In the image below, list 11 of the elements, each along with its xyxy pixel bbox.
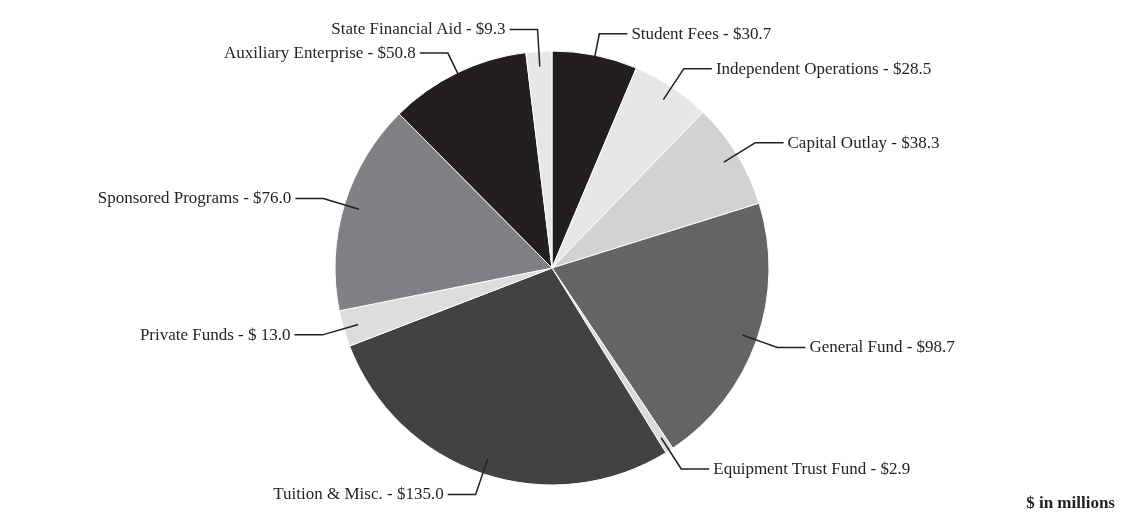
slice-label: Tuition & Misc. - $135.0 <box>273 484 444 504</box>
text: $ in millions <box>1026 493 1116 512</box>
slice-label: Independent Operations - $28.5 <box>715 58 932 78</box>
slice-label: State Financial Aid - $9.3 <box>331 19 506 39</box>
slice-label: Equipment Trust Fund - $2.9 <box>713 459 911 479</box>
slice-label: Auxiliary Enterprise - $50.8 <box>224 42 416 62</box>
slice-label: Capital Outlay - $38.3 <box>787 132 940 152</box>
slice-label: General Fund - $98.7 <box>809 337 956 357</box>
slice-label: Student Fees - $30.7 <box>631 23 772 43</box>
slice-label: Sponsored Programs - $76.0 <box>97 188 292 208</box>
slice-label: Private Funds - $ 13.0 <box>139 324 291 344</box>
